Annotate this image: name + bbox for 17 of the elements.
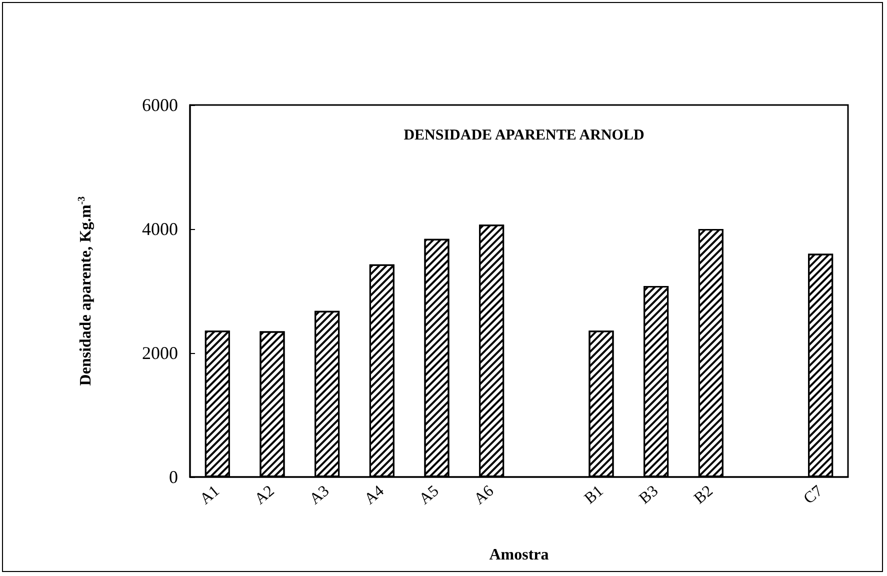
x-tick-label: A3 [306, 482, 333, 508]
text: DENSIDADE APARENTE ARNOLD [404, 128, 644, 144]
y-axis-title: Densidade aparente, Kg.m-3 [76, 196, 94, 386]
y-tick-label: 2000 [142, 343, 178, 363]
x-tick-label: A6 [471, 482, 498, 508]
y-tick-label: 6000 [142, 95, 178, 115]
x-tick-label: A1 [196, 482, 223, 508]
x-tick-label: A4 [361, 482, 388, 508]
x-tick-label: A5 [416, 482, 442, 508]
x-tick-label: C7 [800, 482, 826, 508]
x-axis-title: Amostra [489, 546, 549, 564]
x-tick-label: B3 [636, 482, 662, 508]
x-tick-label: B1 [581, 482, 607, 508]
x-tick-label: A2 [252, 482, 278, 508]
y-tick-label: 4000 [142, 219, 178, 239]
x-tick-label: B2 [691, 482, 716, 508]
y-tick-label: 0 [169, 467, 178, 487]
